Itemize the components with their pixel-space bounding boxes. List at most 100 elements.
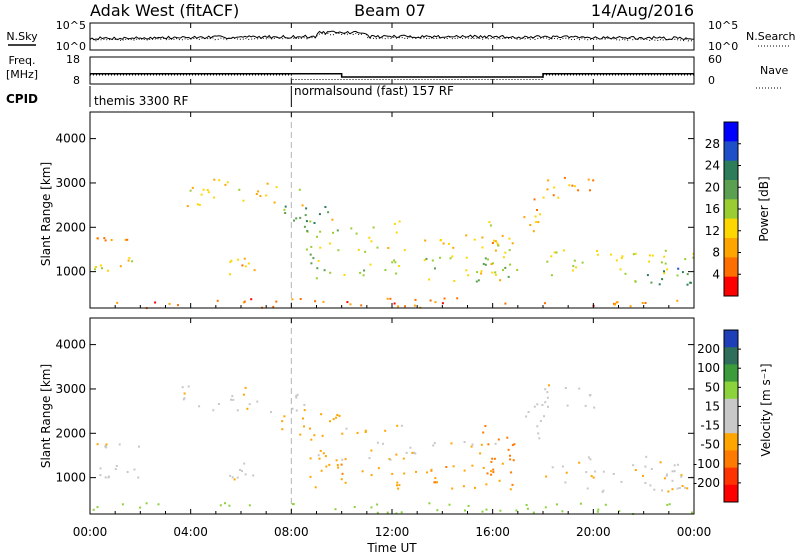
velocity-echo-point [578, 461, 581, 464]
velocity-echo-point [681, 485, 684, 487]
velocity-echo-point [409, 446, 412, 449]
velocity-echo-point [303, 425, 305, 428]
power-echo-point [477, 279, 480, 282]
power-echo-point [363, 269, 366, 272]
power-echo-point [644, 302, 647, 304]
velocity-echo-point [281, 428, 284, 431]
power-echo-point [398, 265, 401, 267]
freq-unit-label: [MHz] [6, 68, 38, 81]
velocity-colorbar-segment [724, 433, 738, 451]
power-echo-point [453, 280, 456, 282]
power-echo-point [243, 257, 246, 260]
velocity-echo-point [490, 473, 493, 476]
velocity-echo-point [676, 487, 679, 490]
velocity-echo-point [309, 457, 312, 460]
noise-panel: N.Sky 10^5 10^0 10^5 10^0 N.Search [6, 19, 795, 53]
frequency-panel: Freq. [MHz] 18 8 60 0 Nave [6, 53, 788, 89]
power-echo-point [301, 204, 304, 207]
velocity-echo-point [485, 508, 488, 511]
freq-left-tick-top: 18 [66, 53, 80, 66]
velocity-echo-point [236, 409, 239, 412]
velocity-echo-point [126, 471, 129, 473]
power-echo-point [465, 234, 468, 237]
velocity-echo-point [248, 403, 251, 406]
power-echo-point [403, 249, 406, 252]
power-echo-point [293, 219, 295, 222]
velocity-echo-point [405, 451, 408, 454]
power-echo-point [226, 181, 229, 184]
power-echo-point [509, 263, 512, 266]
velocity-echo-point [538, 437, 541, 440]
power-echo-point [243, 300, 246, 303]
velocity-echo-point [677, 463, 679, 466]
power-y-tick-label: 3000 [55, 176, 86, 190]
x-tick-label: 04:00 [173, 525, 208, 539]
power-echo-point [103, 237, 106, 240]
velocity-echo-point [673, 464, 676, 467]
power-echo-point [553, 186, 556, 189]
velocity-echo-point [544, 506, 547, 509]
velocity-echo-point [691, 511, 693, 514]
power-echo-point [314, 300, 317, 303]
power-echo-point [224, 183, 227, 186]
velocity-echo-point [243, 462, 246, 465]
velocity-echo-point [183, 392, 186, 395]
power-echo-point [291, 298, 294, 301]
velocity-echo-point [686, 487, 689, 490]
velocity-echo-point [506, 436, 509, 439]
noise-sky-label: N.Sky [6, 30, 38, 43]
power-echo-point [571, 184, 574, 187]
velocity-echo-point [445, 466, 448, 468]
velocity-echo-point [336, 464, 339, 467]
power-echo-point [496, 242, 499, 245]
power-echo-point [666, 268, 669, 271]
power-colorbar-segment [724, 180, 738, 200]
velocity-echo-point [433, 481, 436, 484]
power-echo-point [692, 256, 695, 259]
power-echo-point [309, 220, 312, 223]
power-echo-point [413, 304, 416, 307]
power-echo-point [306, 229, 309, 232]
power-echo-point [96, 237, 99, 240]
power-echo-point [539, 213, 541, 216]
power-echo-point [497, 244, 500, 247]
power-echo-point [508, 237, 511, 240]
velocity-echo-point [341, 432, 344, 435]
power-colorbar-tick-label: 12 [705, 224, 720, 238]
velocity-echo-point [368, 457, 371, 460]
velocity-echo-point [661, 489, 664, 492]
power-echo-point [376, 246, 379, 249]
velocity-echo-point [543, 415, 545, 418]
velocity-echo-point [487, 443, 490, 446]
power-echo-point [319, 230, 322, 233]
velocity-echo-point [248, 504, 251, 507]
noise-right-tick-bottom: 10^0 [708, 40, 738, 53]
velocity-colorbar-tick-label: -50 [700, 438, 720, 452]
power-echo-point [502, 269, 504, 272]
nave-right-tick-top: 60 [708, 53, 722, 66]
velocity-echo-point [561, 510, 564, 513]
velocity-echo-point [402, 457, 405, 460]
power-echo-point [563, 176, 566, 179]
power-echo-point [329, 271, 332, 274]
power-echo-point [154, 301, 157, 304]
velocity-echo-point [138, 445, 140, 448]
velocity-echo-point [121, 503, 124, 506]
velocity-colorbar-tick-label: 100 [697, 361, 720, 375]
station-title: Adak West (fitACF) [90, 1, 239, 20]
velocity-colorbar-segment [724, 467, 738, 486]
velocity-echo-point [182, 398, 185, 401]
velocity-echo-point [292, 503, 295, 505]
velocity-echo-point [320, 413, 323, 416]
velocity-echo-point [671, 488, 674, 491]
power-echo-point [200, 193, 203, 196]
velocity-echo-point [555, 503, 558, 506]
power-echo-point [393, 302, 396, 305]
velocity-echo-point [430, 468, 433, 471]
power-echo-point [298, 188, 301, 191]
velocity-echo-point [561, 465, 564, 468]
velocity-echo-point [471, 464, 474, 467]
power-echo-point [550, 274, 553, 277]
power-echo-point [542, 196, 545, 199]
velocity-colorbar-tick-label: -15 [700, 419, 720, 433]
